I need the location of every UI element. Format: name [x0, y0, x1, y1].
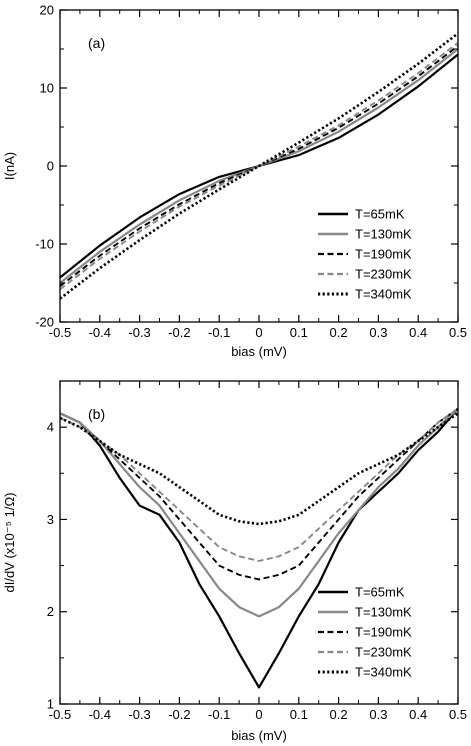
legend: T=65mK T=130mK T=190mK T=230mK T=340mK — [318, 585, 412, 680]
x-tick-label: 0.4 — [409, 707, 427, 722]
panel-label: (b) — [88, 406, 105, 422]
x-tick-label: 0 — [255, 707, 262, 722]
y-tick-label: 3 — [47, 512, 54, 527]
x-tick-label: 0.3 — [369, 325, 387, 340]
y-tick-label: 2 — [47, 604, 54, 619]
legend-label: T=340mK — [355, 665, 412, 680]
panel-label: (a) — [88, 35, 105, 51]
x-tick-label: 0.4 — [409, 325, 427, 340]
legend-label: T=190mK — [355, 625, 412, 640]
x-tick-label: -0.4 — [89, 325, 111, 340]
x-tick-label: -0.3 — [128, 707, 150, 722]
x-tick-label: 0.1 — [290, 707, 308, 722]
x-tick-label: 0.3 — [369, 707, 387, 722]
x-axis-title: bias (mV) — [231, 344, 287, 359]
series-line-t-340mk — [60, 412, 458, 526]
legend-label: T=230mK — [355, 645, 412, 660]
y-tick-label: -20 — [35, 315, 54, 330]
x-tick-label: -0.5 — [49, 325, 71, 340]
x-tick-label: 0.2 — [330, 325, 348, 340]
x-tick-label: 0.1 — [290, 325, 308, 340]
x-tick-label: -0.2 — [168, 707, 190, 722]
y-tick-label: -10 — [35, 237, 54, 252]
legend-label: T=130mK — [355, 227, 412, 242]
series-line-t-130mk — [60, 407, 458, 618]
legend-label: T=130mK — [355, 605, 412, 620]
legend-label: T=190mK — [355, 247, 412, 262]
y-axis-title: dI/dV (x10⁻⁵ 1/Ω) — [2, 492, 17, 592]
y-tick-label: 10 — [40, 81, 54, 96]
series-line-t-340mk — [60, 32, 458, 300]
series-line-t-190mk — [60, 407, 458, 581]
series-line-t-230mk — [60, 407, 458, 562]
x-tick-label: -0.4 — [89, 707, 111, 722]
chart-panel-b: -0.5 -0.4 -0.3 -0.2 -0.1 0 0.1 0.2 0.3 0.4 0.5 1 2 3 4… — [2, 380, 467, 743]
x-tick-label: 0.5 — [449, 707, 467, 722]
chart-panel-a: -0.5 -0.4 -0.3 -0.2 -0.1 0 0.1 0.2 0.3 0.4 0.5 -20 -… — [2, 3, 467, 360]
x-tick-label: -0.2 — [168, 325, 190, 340]
legend: T=65mK T=130mK T=190mK T=230mK T=340mK — [318, 207, 412, 302]
y-tick-label: 1 — [47, 697, 54, 712]
x-tick-label: 0.2 — [330, 707, 348, 722]
y-axis-title: I(nA) — [2, 152, 17, 180]
y-tick-label: 0 — [47, 159, 54, 174]
x-tick-label: -0.1 — [208, 325, 230, 340]
legend-label: T=340mK — [355, 287, 412, 302]
legend-label: T=65mK — [355, 585, 405, 600]
x-tick-label: 0.5 — [449, 325, 467, 340]
x-tick-label: -0.5 — [49, 707, 71, 722]
x-tick-label: -0.3 — [128, 325, 150, 340]
series-line-t-65mk — [60, 407, 458, 689]
y-tick-label: 20 — [40, 3, 54, 18]
x-tick-label: -0.1 — [208, 707, 230, 722]
x-tick-label: 0 — [255, 325, 262, 340]
x-axis-title: bias (mV) — [231, 728, 287, 743]
legend-label: T=65mK — [355, 207, 405, 222]
y-tick-label: 4 — [47, 420, 54, 435]
legend-label: T=230mK — [355, 267, 412, 282]
